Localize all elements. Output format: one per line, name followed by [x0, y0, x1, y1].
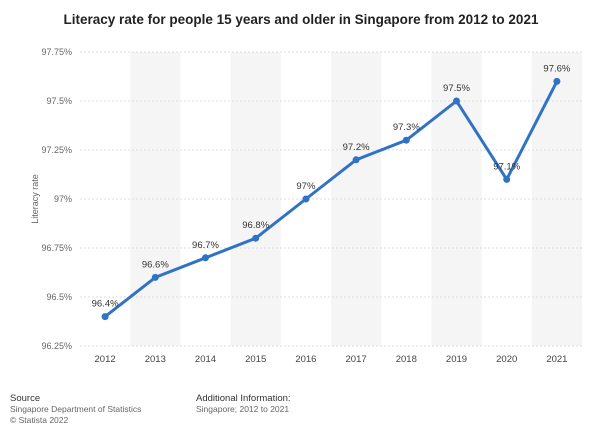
source-line-2: © Statista 2022 — [10, 415, 69, 425]
data-label: 97.5% — [443, 83, 470, 94]
source-line-1: Singapore Department of Statistics — [10, 404, 142, 414]
x-tick-label: 2014 — [195, 354, 216, 365]
y-tick-label: 96.75% — [41, 243, 72, 253]
data-label: 97.1% — [493, 161, 520, 172]
x-tick-label: 2013 — [145, 354, 166, 365]
data-label: 96.7% — [192, 240, 219, 251]
x-tick-label: 2012 — [95, 354, 116, 365]
data-label: 97.2% — [343, 142, 370, 153]
data-point[interactable] — [453, 97, 460, 105]
data-label: 97.3% — [393, 122, 420, 133]
data-label: 97.6% — [543, 63, 570, 74]
x-tick-label: 2021 — [546, 354, 567, 365]
y-tick-label: 96.5% — [46, 292, 72, 302]
data-point[interactable] — [503, 175, 511, 183]
y-tick-label: 97.75% — [41, 47, 72, 57]
x-tick-label: 2020 — [496, 354, 517, 365]
additional-info-label: Additional Information: — [196, 393, 291, 404]
data-label: 97% — [296, 181, 316, 192]
data-point[interactable] — [302, 195, 310, 203]
x-tick-label: 2017 — [346, 354, 367, 365]
data-point[interactable] — [202, 254, 209, 262]
data-label: 96.4% — [92, 299, 119, 310]
y-tick-label: 96.25% — [41, 341, 72, 351]
data-point[interactable] — [352, 156, 360, 164]
chart-title: Literacy rate for people 15 years and ol… — [63, 12, 539, 27]
footer-info: Additional Information: Singapore; 2012 … — [196, 393, 291, 415]
data-label: 96.8% — [242, 220, 269, 231]
series-line — [103, 79, 559, 319]
data-point[interactable] — [252, 234, 260, 242]
x-tick-label: 2015 — [245, 354, 266, 365]
y-tick-label: 97.5% — [46, 96, 72, 106]
data-point[interactable] — [402, 136, 410, 144]
data-point[interactable] — [151, 273, 159, 281]
y-axis-label: Literacy rate — [30, 174, 40, 224]
data-label: 96.6% — [142, 259, 169, 270]
additional-info-line: Singapore; 2012 to 2021 — [196, 404, 290, 414]
x-tick-label: 2019 — [446, 354, 467, 365]
x-tick-label: 2016 — [295, 354, 316, 365]
data-point[interactable] — [553, 77, 561, 85]
y-tick-label: 97.25% — [41, 145, 72, 155]
data-point[interactable] — [101, 313, 109, 321]
x-tick-label: 2018 — [396, 354, 417, 365]
footer-source: Source Singapore Department of Statistic… — [10, 393, 141, 426]
source-label: Source — [10, 393, 41, 404]
y-tick-label: 97% — [54, 194, 72, 204]
